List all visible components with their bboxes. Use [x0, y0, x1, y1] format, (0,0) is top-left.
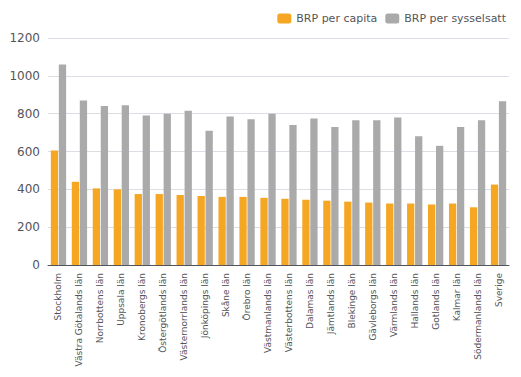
svg-text:Dalamas län: Dalamas län	[305, 273, 315, 329]
svg-text:1200: 1200	[9, 31, 40, 45]
svg-text:Västernorrlands län: Västernorrlands län	[179, 273, 189, 360]
svg-text:Skåne län: Skåne län	[221, 273, 231, 317]
svg-text:200: 200	[17, 220, 40, 234]
svg-text:0: 0	[32, 258, 40, 272]
svg-text:Norrbottens län: Norrbottens län	[95, 273, 105, 343]
svg-text:Hallands län: Hallands län	[410, 273, 420, 329]
svg-text:600: 600	[17, 145, 40, 159]
svg-text:Kalmar län: Kalmar län	[452, 273, 462, 321]
svg-text:Östergötlands län: Östergötlands län	[158, 273, 168, 353]
svg-text:1000: 1000	[9, 69, 40, 83]
svg-text:Stockholm: Stockholm	[53, 273, 63, 320]
svg-text:Jönköpings län: Jönköpings län	[200, 273, 210, 339]
svg-text:Uppsala län: Uppsala län	[116, 273, 126, 326]
svg-text:Blekinge län: Blekinge län	[347, 273, 357, 328]
svg-text:BRP per sysselsatt: BRP per sysselsatt	[404, 12, 506, 25]
svg-text:Gotlands län: Gotlands län	[431, 273, 441, 330]
svg-text:Västra Götalands län: Västra Götalands län	[74, 273, 84, 367]
svg-text:800: 800	[17, 107, 40, 121]
svg-text:BRP per capita: BRP per capita	[296, 12, 377, 25]
svg-text:Södermanlands län: Södermanlands län	[473, 273, 483, 360]
svg-text:400: 400	[17, 182, 40, 196]
svg-text:Gävleborgs län: Gävleborgs län	[368, 273, 378, 341]
svg-text:Sverige: Sverige	[494, 273, 504, 307]
svg-text:Jämtlands län: Jämtlands län	[326, 273, 336, 335]
svg-text:Värmlands län: Värmlands län	[389, 273, 399, 337]
svg-text:Örebro län: Örebro län	[242, 273, 252, 320]
svg-text:Västerbottens län: Västerbottens län	[284, 273, 294, 352]
svg-text:Västmanlands län: Västmanlands län	[263, 273, 273, 353]
svg-text:Kronobergs län: Kronobergs län	[137, 273, 147, 341]
